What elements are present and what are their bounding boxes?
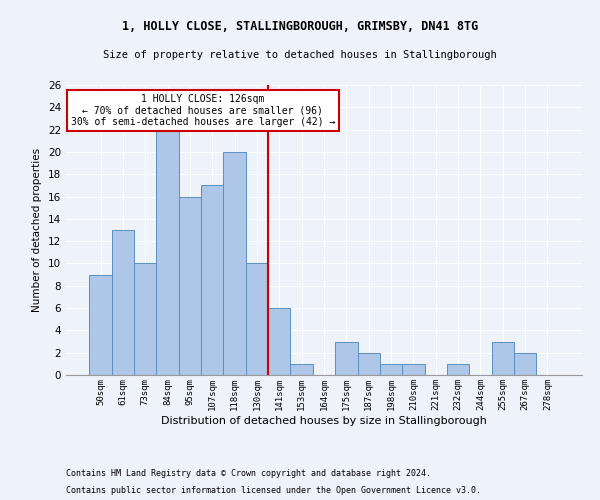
Text: Contains public sector information licensed under the Open Government Licence v3: Contains public sector information licen… <box>66 486 481 495</box>
Text: Contains HM Land Registry data © Crown copyright and database right 2024.: Contains HM Land Registry data © Crown c… <box>66 468 431 477</box>
Bar <box>290 364 313 375</box>
Bar <box>179 196 201 375</box>
X-axis label: Distribution of detached houses by size in Stallingborough: Distribution of detached houses by size … <box>161 416 487 426</box>
Bar <box>246 264 268 375</box>
Bar <box>447 364 469 375</box>
Bar <box>335 342 358 375</box>
Text: Size of property relative to detached houses in Stallingborough: Size of property relative to detached ho… <box>103 50 497 60</box>
Bar <box>134 264 157 375</box>
Bar <box>380 364 402 375</box>
Bar <box>89 274 112 375</box>
Bar <box>201 186 223 375</box>
Bar <box>402 364 425 375</box>
Text: 1 HOLLY CLOSE: 126sqm
← 70% of detached houses are smaller (96)
30% of semi-deta: 1 HOLLY CLOSE: 126sqm ← 70% of detached … <box>71 94 335 127</box>
Bar <box>514 352 536 375</box>
Bar <box>268 308 290 375</box>
Y-axis label: Number of detached properties: Number of detached properties <box>32 148 43 312</box>
Text: 1, HOLLY CLOSE, STALLINGBOROUGH, GRIMSBY, DN41 8TG: 1, HOLLY CLOSE, STALLINGBOROUGH, GRIMSBY… <box>122 20 478 33</box>
Bar <box>157 130 179 375</box>
Bar <box>358 352 380 375</box>
Bar <box>223 152 246 375</box>
Bar <box>491 342 514 375</box>
Bar <box>112 230 134 375</box>
